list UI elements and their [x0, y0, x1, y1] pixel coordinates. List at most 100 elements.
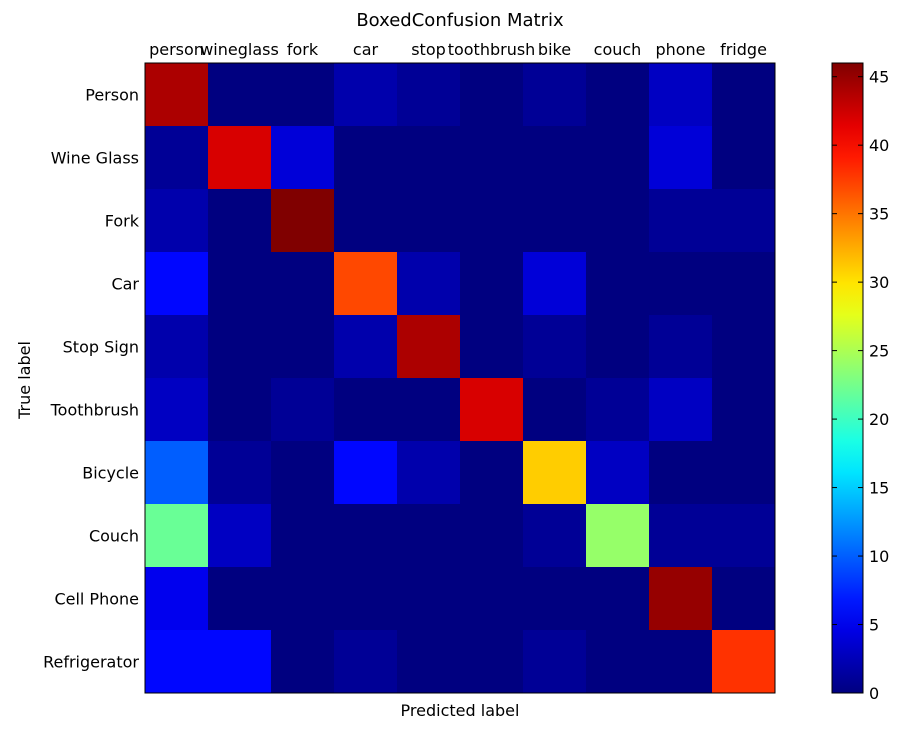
heatmap-cell	[649, 126, 713, 190]
heatmap-cell	[460, 504, 524, 568]
heatmap-cell	[334, 441, 398, 505]
heatmap-cell	[271, 315, 335, 379]
heatmap-cell	[523, 441, 587, 505]
colorbar-tick-label: 20	[869, 410, 889, 429]
heatmap-cell	[649, 378, 713, 442]
heatmap-cell	[460, 315, 524, 379]
heatmap-cell	[586, 315, 650, 379]
heatmap-cell	[460, 252, 524, 316]
heatmap-cell	[271, 567, 335, 631]
heatmap-cell	[460, 189, 524, 253]
heatmap-cell	[145, 126, 209, 190]
heatmap-cell	[208, 441, 272, 505]
y-tick-label: Wine Glass	[51, 149, 139, 168]
y-tick-labels: Person Wine Glass Fork Car Stop Sign Toothbru…	[43, 86, 140, 672]
heatmap-cell	[649, 630, 713, 694]
heatmap-cell	[334, 378, 398, 442]
colorbar-tick-label: 30	[869, 273, 889, 292]
heatmap-cell	[649, 315, 713, 379]
y-tick-label: Stop Sign	[63, 338, 139, 357]
heatmap-cell	[208, 378, 272, 442]
heatmap-cell	[271, 630, 335, 694]
x-tick-label: couch	[594, 40, 642, 59]
heatmap-cell	[523, 189, 587, 253]
heatmap-cell	[649, 504, 713, 568]
heatmap-cell	[145, 315, 209, 379]
plot-frame	[144, 62, 776, 694]
heatmap-cell	[334, 315, 398, 379]
heatmap-cell	[397, 504, 461, 568]
heatmap-cell	[334, 504, 398, 568]
x-tick-label: toothbrush	[448, 40, 536, 59]
x-tick-label: stop	[411, 40, 446, 59]
y-tick-label: Cell Phone	[54, 590, 139, 609]
heatmap-cell	[397, 252, 461, 316]
colorbar-tick-label: 15	[869, 479, 889, 498]
heatmap-cell	[586, 630, 650, 694]
heatmap-cell	[334, 567, 398, 631]
heatmap-cell	[460, 126, 524, 190]
y-tick-label: Refrigerator	[43, 653, 139, 672]
y-tick-label: Couch	[89, 527, 139, 546]
chart-title: BoxedConfusion Matrix	[356, 10, 564, 31]
heatmap-cell	[208, 630, 272, 694]
heatmap-cell	[523, 126, 587, 190]
heatmap-cell	[397, 630, 461, 694]
heatmap-cell	[145, 441, 209, 505]
heatmap-cell	[586, 378, 650, 442]
heatmap-cell	[145, 378, 209, 442]
y-tick-label: Fork	[105, 212, 140, 231]
heatmap-cell	[523, 567, 587, 631]
heatmap-cell	[649, 441, 713, 505]
heatmap-cell	[145, 63, 209, 127]
heatmap-cell	[271, 378, 335, 442]
heatmap-cell	[397, 126, 461, 190]
heatmap-cell	[334, 63, 398, 127]
heatmap-cell	[586, 567, 650, 631]
colorbar-tick-label: 40	[869, 136, 889, 155]
heatmap-cell	[271, 189, 335, 253]
x-tick-label: phone	[655, 40, 705, 59]
heatmap-cell	[712, 126, 776, 190]
heatmap-cell	[586, 189, 650, 253]
heatmap-cell	[523, 63, 587, 127]
heatmap-cell	[145, 504, 209, 568]
heatmap-cell	[712, 315, 776, 379]
heatmap-cell	[523, 504, 587, 568]
heatmap-cell	[523, 378, 587, 442]
x-axis-label: Predicted label	[401, 701, 520, 720]
heatmap-cell	[397, 567, 461, 631]
heatmap-cell	[460, 567, 524, 631]
colorbar-tick-label: 10	[869, 547, 889, 566]
heatmap-cell	[712, 567, 776, 631]
heatmap-cell	[523, 315, 587, 379]
heatmap-cell	[712, 504, 776, 568]
heatmap-cell	[334, 630, 398, 694]
heatmap-cells	[145, 63, 776, 694]
heatmap-cell	[145, 567, 209, 631]
y-tick-label: Person	[85, 86, 139, 105]
heatmap-cell	[586, 441, 650, 505]
heatmap-cell	[523, 252, 587, 316]
y-tick-label: Car	[111, 275, 139, 294]
y-tick-label: Toothbrush	[50, 401, 139, 420]
heatmap-cell	[397, 315, 461, 379]
colorbar-tick-label: 45	[869, 68, 889, 87]
heatmap-cell	[523, 630, 587, 694]
heatmap-cell	[460, 378, 524, 442]
colorbar-tick-label: 5	[869, 616, 879, 635]
x-tick-label: fork	[287, 40, 319, 59]
heatmap-cell	[397, 378, 461, 442]
heatmap-cell	[208, 315, 272, 379]
colorbar-tick-label: 35	[869, 205, 889, 224]
heatmap-cell	[649, 252, 713, 316]
heatmap-cell	[649, 189, 713, 253]
heatmap-cell	[271, 126, 335, 190]
heatmap-cell	[208, 252, 272, 316]
heatmap-cell	[586, 252, 650, 316]
heatmap-cell	[460, 441, 524, 505]
heatmap-cell	[397, 189, 461, 253]
heatmap-cell	[649, 63, 713, 127]
heatmap-cell	[649, 567, 713, 631]
